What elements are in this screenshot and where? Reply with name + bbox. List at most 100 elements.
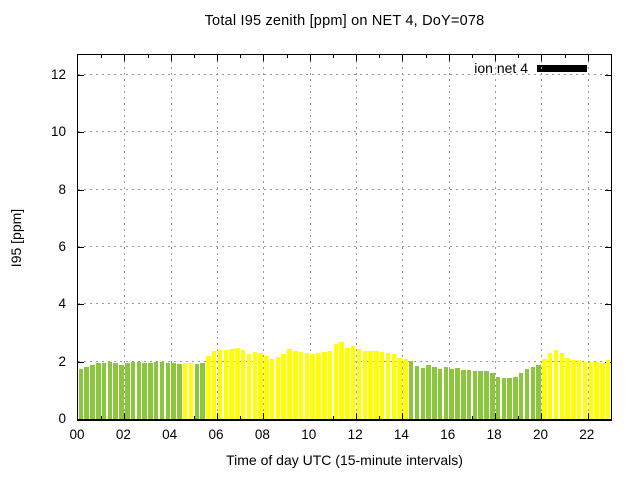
y-tick-right: [605, 247, 611, 249]
data-bar: [547, 353, 553, 419]
data-bar: [107, 362, 113, 419]
data-bar: [171, 363, 176, 419]
data-bar: [258, 353, 263, 419]
data-bar: [542, 358, 547, 419]
x-minor-tick-top: [193, 55, 195, 58]
data-bar: [571, 360, 576, 419]
data-bar: [524, 369, 530, 419]
y-tick-right: [605, 304, 611, 306]
data-bar: [437, 368, 443, 419]
x-tick-bottom: [263, 413, 265, 419]
x-minor-tick-bottom: [332, 416, 334, 419]
x-gridline: [170, 55, 172, 419]
data-bar: [461, 369, 466, 419]
data-bar: [605, 360, 611, 419]
x-gridline: [124, 55, 126, 419]
data-bar: [84, 366, 89, 419]
x-tick-label: 18: [486, 427, 502, 442]
x-minor-tick-top: [147, 55, 149, 58]
y-tick-label: 2: [58, 353, 66, 369]
x-gridline: [402, 55, 404, 419]
data-bar: [119, 364, 124, 419]
x-tick-top: [495, 55, 497, 61]
data-bar: [559, 352, 565, 419]
x-tick-label: 00: [69, 427, 85, 442]
data-bar: [264, 355, 269, 419]
x-tick-top: [587, 55, 589, 61]
y-tick-right: [605, 75, 611, 77]
x-axis-label: Time of day UTC (15-minute intervals): [226, 452, 463, 468]
y-tick-label: 12: [50, 67, 66, 83]
x-minor-tick-top: [518, 55, 520, 58]
data-bar: [582, 361, 588, 419]
data-bar: [287, 348, 292, 419]
data-bar: [507, 378, 512, 419]
data-bar: [594, 361, 599, 419]
data-bar: [188, 362, 194, 419]
data-bar: [414, 365, 420, 419]
x-tick-top: [402, 55, 404, 61]
data-bar: [229, 348, 234, 419]
plot-border: ion net 4: [77, 54, 612, 421]
data-bar: [368, 351, 373, 419]
x-tick-bottom: [402, 413, 404, 419]
data-bar: [223, 350, 229, 419]
y-tick-label: 6: [58, 239, 66, 255]
data-bar: [408, 361, 414, 419]
data-bar: [293, 351, 298, 419]
y-tick-right: [605, 189, 611, 191]
data-bar: [379, 351, 385, 419]
x-tick-bottom: [124, 413, 126, 419]
y-tick-left: [78, 132, 84, 134]
y-tick-label: 4: [58, 296, 66, 312]
x-tick-label: 02: [115, 427, 131, 442]
y-tick-right: [605, 132, 611, 134]
data-bar: [374, 351, 379, 419]
data-bar: [281, 354, 286, 419]
x-minor-tick-top: [240, 55, 242, 58]
data-bar: [78, 368, 84, 419]
x-tick-bottom: [541, 413, 543, 419]
x-gridline: [263, 55, 265, 419]
data-bar: [96, 363, 101, 419]
data-bar: [322, 351, 327, 419]
x-tick-label: 10: [301, 427, 317, 442]
data-bar: [600, 362, 605, 419]
data-bar: [136, 362, 142, 419]
x-tick-top: [309, 55, 311, 61]
x-tick-top: [356, 55, 358, 61]
data-bar: [432, 366, 437, 419]
data-bar: [466, 370, 472, 419]
y-tick-label: 0: [58, 411, 66, 426]
x-minor-tick-top: [332, 55, 334, 58]
data-bar: [345, 347, 350, 419]
data-bar: [576, 359, 582, 419]
x-minor-tick-top: [101, 55, 103, 58]
data-bar: [90, 365, 95, 419]
data-bar: [159, 361, 165, 419]
data-bar: [501, 377, 507, 419]
data-bar: [275, 357, 281, 419]
data-bar: [403, 358, 408, 419]
data-bar: [142, 362, 147, 419]
x-gridline: [587, 55, 589, 419]
x-tick-top: [170, 55, 172, 61]
data-bar: [397, 358, 402, 419]
data-bar: [304, 353, 310, 419]
x-minor-tick-top: [564, 55, 566, 58]
x-minor-tick-bottom: [518, 416, 520, 419]
x-tick-label: 12: [347, 427, 363, 442]
x-tick-top: [124, 55, 126, 61]
x-gridline: [356, 55, 358, 419]
data-bar: [385, 353, 391, 419]
data-bar: [455, 367, 460, 419]
x-minor-tick-top: [471, 55, 473, 58]
y-axis-label: I95 [ppm]: [8, 208, 24, 268]
data-bar: [356, 348, 362, 419]
data-bar: [490, 372, 495, 419]
data-bar: [339, 342, 344, 419]
y-gridline: [78, 74, 611, 76]
data-bar: [484, 371, 489, 419]
data-bar: [235, 347, 240, 419]
